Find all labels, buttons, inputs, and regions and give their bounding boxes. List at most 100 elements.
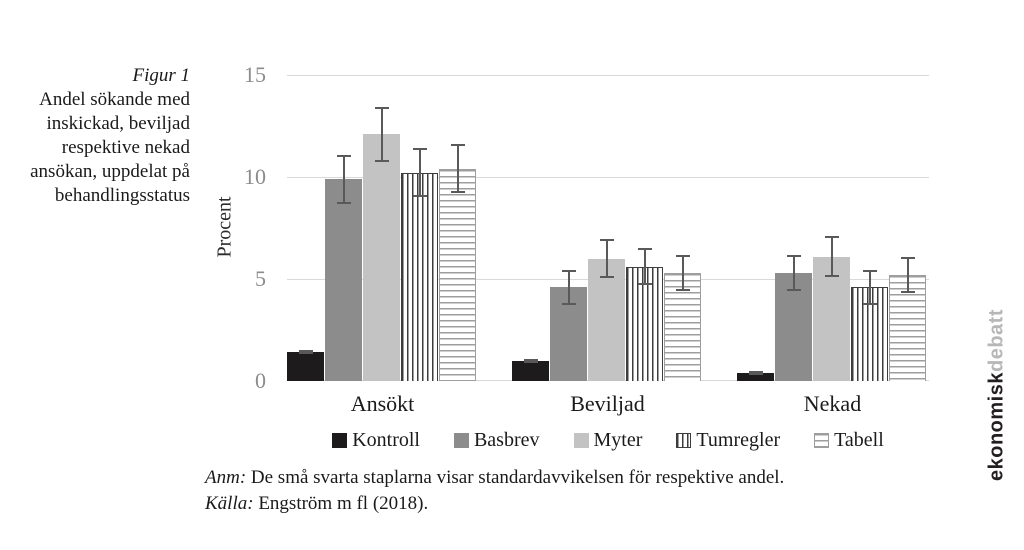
- note-anm-label: Anm:: [205, 467, 247, 488]
- bar-rect: [737, 372, 774, 381]
- legend-label: Tabell: [834, 429, 884, 451]
- legend-item-tumregler: Tumregler: [676, 429, 780, 452]
- legend: Kontroll Basbrev Myter Tumregler Tabell: [287, 429, 929, 452]
- bar-tabell: [439, 75, 477, 381]
- figure-title-line: behandlingsstatus: [54, 185, 190, 206]
- error-bar-cap-top: [375, 106, 389, 109]
- error-bar-cap-bottom: [562, 302, 576, 305]
- figure-number: Figur 1: [132, 65, 190, 86]
- legend-item-kontroll: Kontroll: [332, 429, 420, 452]
- note-source: Källa: Engström m fl (2018).: [205, 491, 784, 517]
- y-tick-label: 0: [255, 368, 266, 393]
- legend-swatch: [573, 433, 589, 448]
- bar-rect: [512, 360, 549, 381]
- legend-label: Basbrev: [473, 429, 540, 451]
- error-bar-cap-top: [600, 239, 614, 242]
- error-bar-line: [305, 350, 307, 355]
- error-bar-cap-top: [413, 148, 427, 151]
- y-tick-label: 5: [255, 266, 266, 291]
- error-bar-cap-bottom: [901, 291, 915, 294]
- error-bar-cap-top: [863, 269, 877, 272]
- bar-rect: [588, 258, 625, 381]
- error-bar-line: [831, 236, 833, 277]
- note-source-text: Engström m fl (2018).: [258, 493, 429, 514]
- error-bar-cap-top: [825, 236, 839, 239]
- bar-group: [512, 75, 703, 381]
- error-bar-cap-top: [638, 248, 652, 251]
- note-source-label: Källa:: [205, 493, 254, 514]
- bar-kontroll: [287, 75, 325, 381]
- legend-label: Myter: [593, 429, 643, 451]
- error-bar-line: [343, 154, 345, 204]
- error-bar-line: [755, 370, 757, 375]
- error-bar-cap-bottom: [413, 195, 427, 198]
- error-bar-cap-top: [451, 144, 465, 147]
- error-bar-line: [381, 106, 383, 162]
- figure-title-lines: Andel sökande med inskickad, beviljad resp…: [18, 88, 190, 208]
- error-bar-line: [568, 269, 570, 305]
- error-bar-line: [457, 144, 459, 194]
- error-bar-cap-bottom: [676, 289, 690, 292]
- x-axis-label: Ansökt: [350, 391, 415, 416]
- bar-kontroll: [512, 75, 550, 381]
- bar-myter: [588, 75, 626, 381]
- y-tick-label: 10: [244, 164, 266, 189]
- bar-myter: [363, 75, 401, 381]
- error-bar-cap-top: [299, 350, 313, 353]
- x-axis-label: Nekad: [803, 391, 862, 416]
- error-bar-cap-top: [787, 254, 801, 257]
- error-bar-line: [682, 254, 684, 292]
- legend-item-tabell: Tabell: [814, 429, 884, 452]
- legend-swatch: [676, 433, 692, 448]
- error-bar-cap-bottom: [638, 283, 652, 286]
- error-bar-line: [419, 148, 421, 198]
- error-bar-line: [606, 239, 608, 278]
- legend-label: Kontroll: [352, 429, 420, 451]
- gridline: [287, 177, 929, 178]
- error-bar-cap-top: [749, 370, 763, 373]
- bar-rect: [363, 134, 400, 381]
- error-bar-cap-bottom: [375, 159, 389, 162]
- bar-tabell: [889, 75, 927, 381]
- bar-tumregler: [851, 75, 889, 381]
- brand-ekonomisk: ekonomisk: [985, 372, 1008, 481]
- x-axis-label: Beviljad: [570, 391, 645, 416]
- legend-swatch: [814, 433, 830, 448]
- figure-title-line: inskickad, beviljad: [46, 113, 190, 134]
- legend-swatch: [332, 433, 348, 448]
- y-tick-label: 15: [244, 62, 266, 87]
- figure-title: Figur 1 Andel sökande med inskickad, bevi…: [18, 64, 190, 208]
- bar-basbrev: [775, 75, 813, 381]
- error-bar-cap-bottom: [749, 372, 763, 375]
- error-bar-line: [869, 269, 871, 305]
- bar-kontroll: [737, 75, 775, 381]
- bar-group: [287, 75, 478, 381]
- error-bar-line: [793, 254, 795, 292]
- error-bar-cap-bottom: [787, 289, 801, 292]
- note-anm-text: De små svarta staplarna visar standardav…: [250, 467, 785, 488]
- error-bar-cap-bottom: [451, 191, 465, 194]
- note-anm: Anm: De små svarta staplarna visar stand…: [205, 465, 784, 491]
- bar-rect: [325, 179, 362, 381]
- brand-ekonomiskdebatt: ekonomiskdebatt: [986, 309, 1009, 481]
- figure-title-line: ansökan, uppdelat på: [30, 161, 190, 182]
- brand-debatt: debatt: [985, 309, 1008, 373]
- y-axis-label: Procent: [213, 196, 236, 258]
- figure-title-line: respektive nekad: [61, 137, 190, 158]
- error-bar-cap-top: [337, 154, 351, 157]
- bar-rect: [439, 168, 476, 381]
- error-bar-line: [644, 248, 646, 286]
- bar-rect: [401, 172, 438, 381]
- error-bar-cap-top: [562, 269, 576, 272]
- bar-rect: [626, 266, 663, 381]
- error-bar-cap-bottom: [299, 352, 313, 355]
- bar-rect: [813, 256, 850, 381]
- error-bar-cap-bottom: [825, 274, 839, 277]
- legend-swatch: [453, 433, 469, 448]
- error-bar-cap-top: [901, 256, 915, 259]
- bar-group: [737, 75, 928, 381]
- bar-tumregler: [626, 75, 664, 381]
- plot-area: [287, 75, 929, 381]
- error-bar-cap-bottom: [337, 201, 351, 204]
